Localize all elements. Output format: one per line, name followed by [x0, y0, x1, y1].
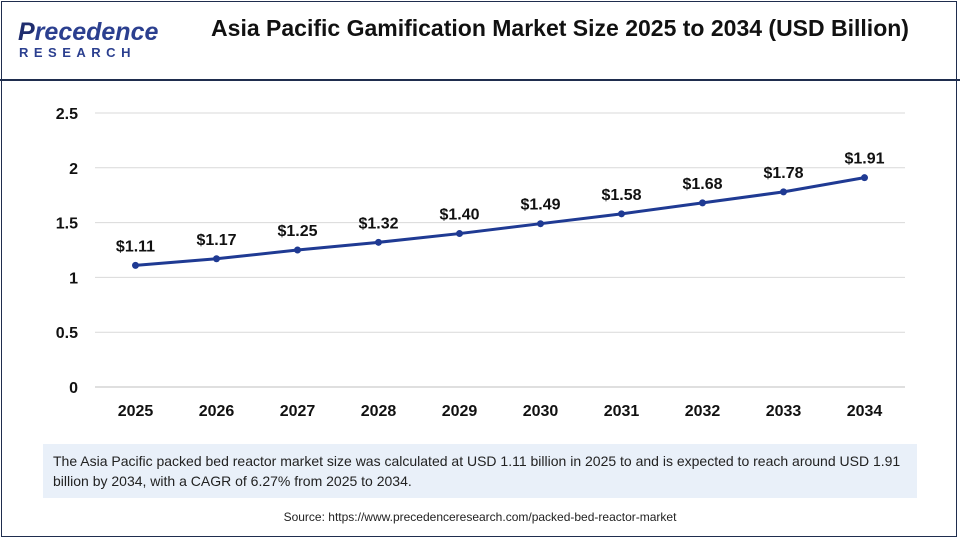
y-tick-label: 1: [69, 270, 78, 287]
data-point: [537, 220, 544, 228]
line-chart: 0 0.5 1 1.5 2 2.5 2025 2026 2027 2028 2029 2030 2031…: [56, 106, 905, 420]
data-point: [780, 188, 787, 196]
data-point: [375, 238, 382, 246]
x-tick-label: 2029: [442, 403, 478, 420]
data-point: [213, 255, 220, 263]
source-citation: Source: https://www.precedenceresearch.c…: [283, 510, 677, 524]
data-labels: $1.11 $1.17 $1.25 $1.32 $1.40 $1.49 $1.58 $1.68…: [116, 151, 885, 256]
data-label: $1.58: [601, 187, 641, 204]
x-tick-label: 2034: [847, 403, 883, 420]
logo-bottom-text: RESEARCH: [19, 45, 136, 60]
x-tick-label: 2032: [685, 403, 721, 420]
header-divider: [0, 79, 960, 81]
logo-mark: P: [18, 18, 35, 46]
y-tick-label: 2: [69, 161, 78, 178]
data-point: [618, 210, 625, 218]
data-point: [861, 174, 868, 182]
axes: 0 0.5 1 1.5 2 2.5 2025 2026 2027 2028 2029 2030 2031…: [56, 106, 905, 420]
y-tick-label: 0.5: [56, 325, 78, 342]
x-tick-label: 2027: [280, 403, 316, 420]
gridlines: [95, 112, 905, 333]
x-tick-label: 2030: [523, 403, 559, 420]
x-tick-label: 2028: [361, 403, 397, 420]
logo-top-text: recedence: [34, 18, 159, 46]
data-point: [456, 230, 463, 238]
summary-note: The Asia Pacific packed bed reactor mark…: [43, 444, 917, 498]
data-label: $1.68: [682, 176, 722, 193]
y-tick-label: 1.5: [56, 216, 78, 233]
series-line: [135, 176, 865, 267]
y-tick-label: 2.5: [56, 106, 78, 123]
data-label: $1.91: [844, 151, 884, 168]
x-tick-label: 2026: [199, 403, 235, 420]
y-tick-label: 0: [69, 380, 78, 397]
series: [132, 174, 868, 269]
x-tick-label: 2025: [118, 403, 154, 420]
chart-title: Asia Pacific Gamification Market Size 20…: [211, 15, 909, 41]
data-point: [699, 199, 706, 207]
data-label: $1.25: [277, 223, 317, 240]
header: Precedence RESEARCH Asia Pacific Gamific…: [0, 0, 960, 80]
data-point: [132, 261, 139, 269]
data-label: $1.49: [520, 197, 560, 214]
data-label: $1.32: [358, 215, 398, 232]
data-label: $1.17: [196, 232, 236, 249]
data-point: [294, 246, 301, 254]
x-tick-label: 2033: [766, 403, 802, 420]
data-label: $1.78: [763, 165, 803, 182]
x-tick-label: 2031: [604, 403, 640, 420]
precedence-research-logo: Precedence RESEARCH: [18, 18, 168, 68]
data-label: $1.40: [439, 207, 479, 224]
data-label: $1.11: [116, 238, 155, 255]
